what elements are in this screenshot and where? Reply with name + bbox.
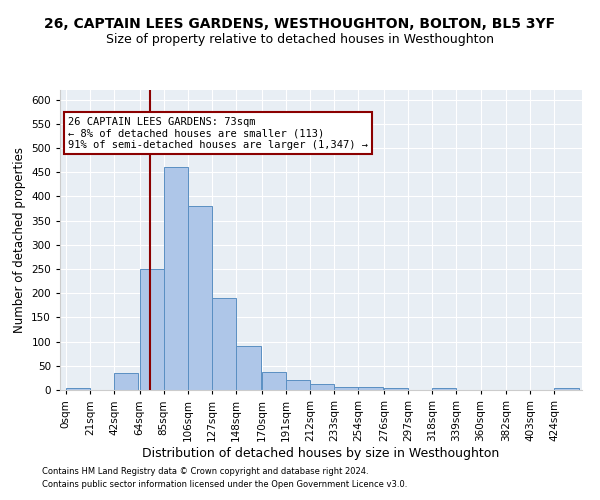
Bar	[188, 206, 212, 390]
Text: Contains HM Land Registry data © Crown copyright and database right 2024.: Contains HM Land Registry data © Crown c…	[42, 467, 368, 476]
Y-axis label: Number of detached properties: Number of detached properties	[13, 147, 26, 333]
Bar	[164, 168, 188, 390]
Bar	[114, 373, 139, 390]
Bar	[140, 269, 164, 390]
Bar	[310, 384, 334, 390]
Text: 26, CAPTAIN LEES GARDENS, WESTHOUGHTON, BOLTON, BL5 3YF: 26, CAPTAIN LEES GARDENS, WESTHOUGHTON, …	[44, 18, 556, 32]
X-axis label: Distribution of detached houses by size in Westhoughton: Distribution of detached houses by size …	[142, 446, 500, 460]
Text: Contains public sector information licensed under the Open Government Licence v3: Contains public sector information licen…	[42, 480, 407, 489]
Bar	[236, 346, 260, 390]
Bar	[554, 388, 578, 390]
Bar	[432, 388, 457, 390]
Bar	[212, 298, 236, 390]
Bar	[66, 388, 90, 390]
Text: Size of property relative to detached houses in Westhoughton: Size of property relative to detached ho…	[106, 32, 494, 46]
Bar	[262, 372, 286, 390]
Bar	[358, 387, 383, 390]
Bar	[384, 388, 408, 390]
Bar	[286, 380, 310, 390]
Text: 26 CAPTAIN LEES GARDENS: 73sqm
← 8% of detached houses are smaller (113)
91% of : 26 CAPTAIN LEES GARDENS: 73sqm ← 8% of d…	[68, 116, 368, 150]
Bar	[334, 386, 358, 390]
